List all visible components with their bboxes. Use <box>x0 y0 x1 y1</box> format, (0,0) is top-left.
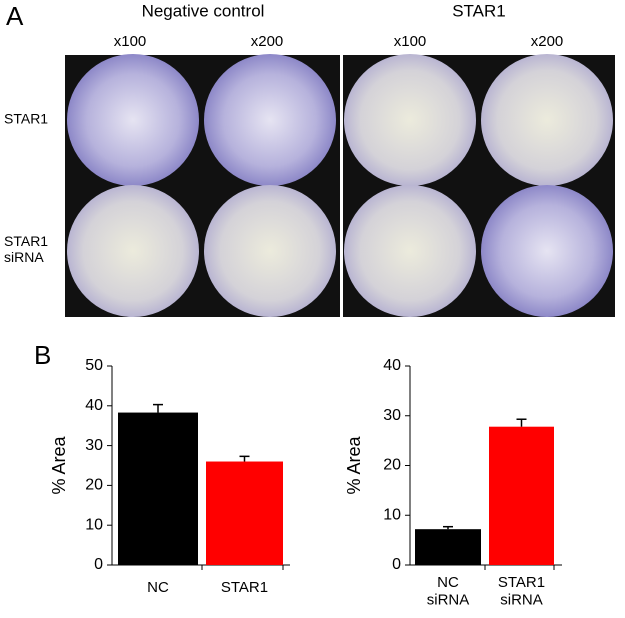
y-tick-label: 50 <box>85 357 103 374</box>
y-tick-label: 40 <box>85 397 103 414</box>
bar <box>489 426 554 565</box>
micrographs <box>65 54 615 317</box>
y-tick-label: 0 <box>392 556 401 573</box>
magnification: x100 <box>114 33 147 50</box>
bar <box>118 412 198 565</box>
micrograph <box>344 54 476 186</box>
y-axis-label: % Area <box>344 436 364 495</box>
y-tick-label: 30 <box>383 407 401 424</box>
x-tick-label: STAR1 <box>221 579 268 596</box>
magnification: x100 <box>394 33 427 50</box>
magnification: x200 <box>531 33 564 50</box>
y-tick-label: 20 <box>383 457 401 474</box>
micrograph <box>67 185 199 317</box>
y-tick-label: 0 <box>94 556 103 573</box>
y-tick-label: 30 <box>85 437 103 454</box>
group-label: STAR1 <box>452 1 506 20</box>
micrograph <box>67 54 199 186</box>
row-label: STAR1 <box>4 111 48 127</box>
magnification: x200 <box>251 33 284 50</box>
micrograph <box>204 54 336 186</box>
y-tick-label: 10 <box>85 516 103 533</box>
x-tick-label: STAR1 siRNA <box>498 574 545 608</box>
y-tick-label: 10 <box>383 506 401 523</box>
y-tick-label: 40 <box>383 357 401 374</box>
panel-label: B <box>34 340 51 370</box>
y-axis-label: % Area <box>49 436 69 495</box>
y-tick-label: 20 <box>85 477 103 494</box>
micrograph <box>204 185 336 317</box>
x-tick-label: NC <box>147 579 169 596</box>
row-label: STAR1 siRNA <box>4 233 48 265</box>
micrograph <box>481 54 613 186</box>
bar <box>206 461 283 565</box>
group-label: Negative control <box>142 1 265 20</box>
x-tick-label: NC siRNA <box>427 574 470 608</box>
bar <box>415 529 481 565</box>
micrograph <box>481 185 613 317</box>
panel-label: A <box>6 1 24 31</box>
micrograph <box>344 185 476 317</box>
